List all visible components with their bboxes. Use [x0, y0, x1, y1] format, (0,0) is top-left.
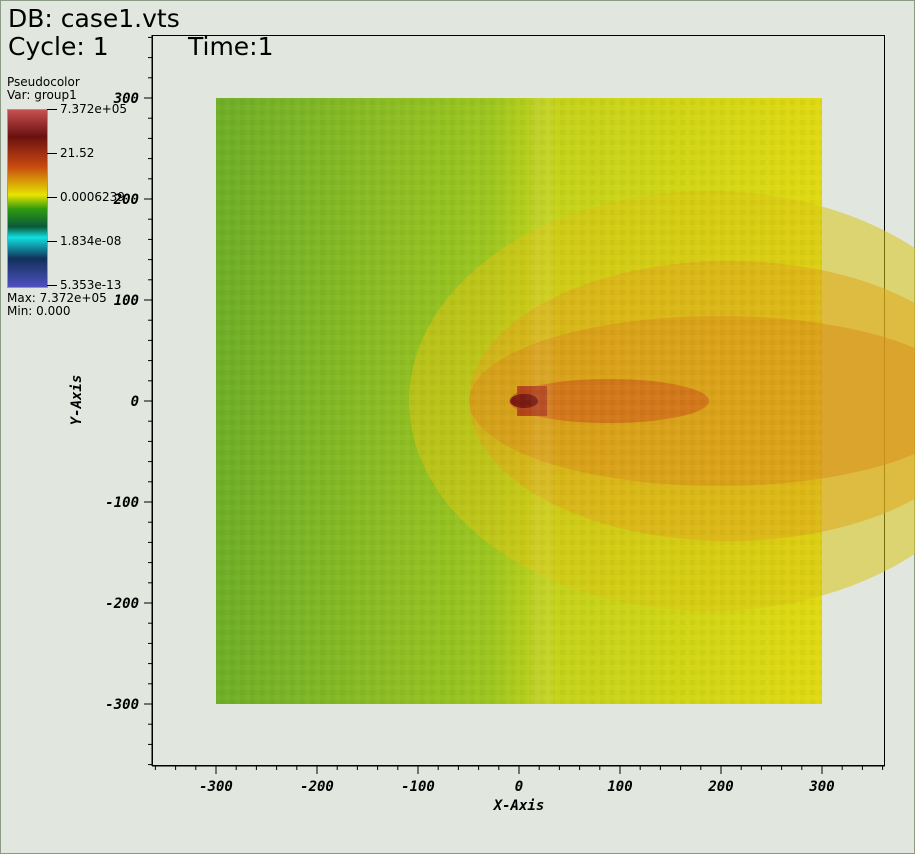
legend-variable: Var: group1 — [7, 88, 77, 102]
field-texture — [216, 98, 822, 704]
x-tick-label: -300 — [199, 779, 233, 795]
x-axis: -300 -200 -100 0 100 200 300 — [152, 765, 885, 795]
y-tick-label: -200 — [105, 596, 139, 612]
x-tick-label: 100 — [607, 779, 632, 795]
colorbar — [7, 109, 48, 288]
legend-tick — [47, 153, 57, 154]
x-tick-label: 300 — [808, 779, 834, 795]
y-axis-title: Y-Axis — [69, 375, 85, 426]
x-tick-label: -200 — [300, 779, 334, 795]
legend-tick — [47, 109, 57, 110]
legend-label: 5.353e-13 — [60, 278, 122, 292]
y-tick-label: 0 — [131, 394, 139, 410]
legend-min: Min: 0.000 — [7, 304, 71, 318]
cycle-label: Cycle: 1 — [8, 32, 109, 61]
y-tick-label: -300 — [105, 697, 139, 713]
time-label: Time:1 — [188, 32, 274, 61]
legend-max: Max: 7.372e+05 — [7, 291, 107, 305]
x-tick-label: 200 — [707, 779, 733, 795]
legend-tick — [47, 241, 57, 242]
legend-plot-type: Pseudocolor — [7, 75, 80, 89]
y-tick-label: 200 — [113, 192, 139, 208]
y-tick-label: 300 — [113, 91, 139, 107]
legend-label: 21.52 — [60, 146, 95, 160]
y-tick-label: -100 — [105, 495, 139, 511]
x-axis-title: X-Axis — [493, 798, 545, 814]
legend-tick — [47, 285, 57, 286]
heatmap-field — [216, 98, 915, 704]
legend-label: 1.834e-08 — [60, 234, 122, 248]
legend-label: 7.372e+05 — [60, 102, 128, 116]
x-tick-label: 0 — [515, 779, 523, 795]
y-tick-label: 100 — [114, 293, 139, 309]
y-axis: 300 200 100 0 -100 -200 -300 — [105, 35, 153, 766]
x-tick-label: -100 — [401, 779, 435, 795]
legend-tick — [47, 197, 57, 198]
database-label: DB: case1.vts — [8, 4, 180, 33]
legend-label: 0.0006239 — [60, 190, 125, 204]
